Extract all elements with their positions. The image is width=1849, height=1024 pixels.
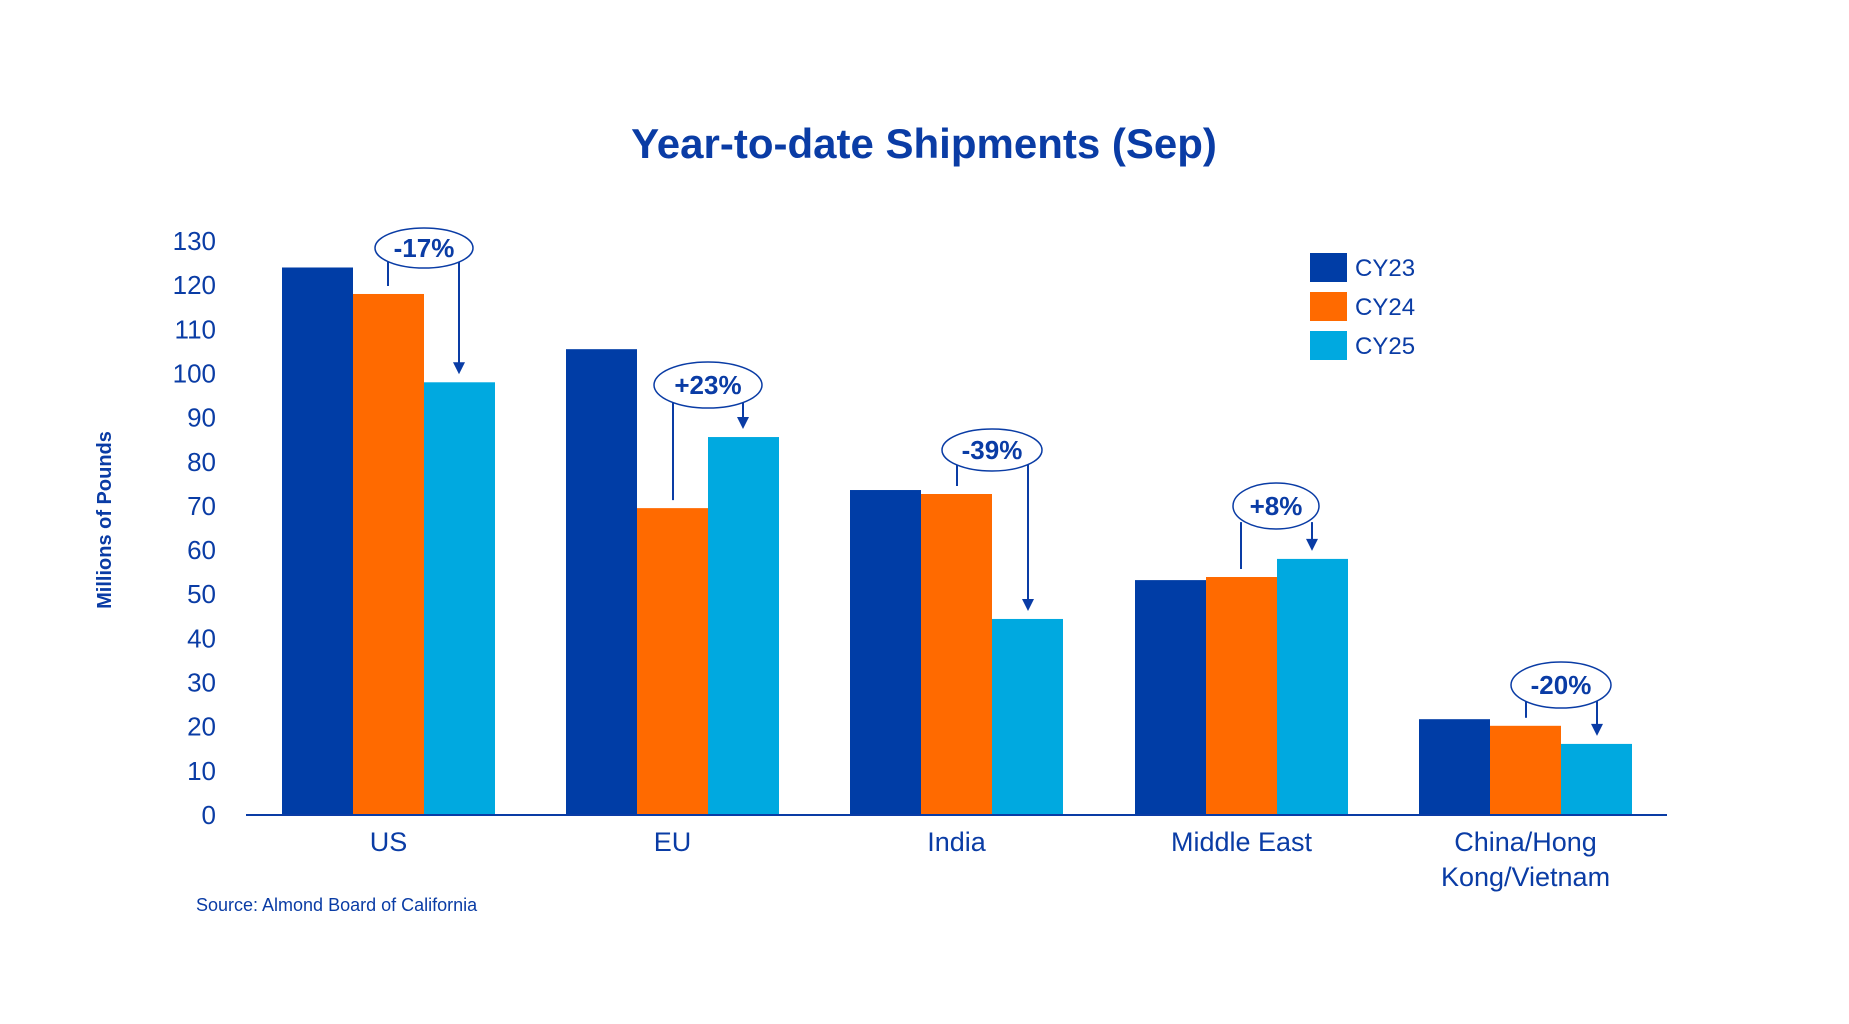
x-category-label: China/Hong: [1454, 827, 1597, 857]
legend-swatch: [1310, 331, 1347, 360]
y-tick-label: 40: [187, 623, 216, 653]
annotation-label: -39%: [962, 435, 1023, 465]
y-tick-label: 20: [187, 712, 216, 742]
bar-cy23-0: [282, 267, 353, 815]
y-tick-label: 0: [202, 800, 216, 830]
y-tick-label: 30: [187, 668, 216, 698]
x-axis-categories: US EU India Middle East China/Hong Kong/Vietn…: [370, 827, 1610, 892]
bar-cy25-2: [992, 618, 1063, 815]
legend-swatch: [1310, 253, 1347, 282]
y-tick-label: 50: [187, 579, 216, 609]
arrow-head-icon: [453, 362, 465, 375]
x-category-label: Kong/Vietnam: [1441, 862, 1610, 892]
annotation-ellipse: [1232, 482, 1320, 530]
annotation: +23%: [653, 361, 763, 501]
y-axis-ticks: 0 10 20 30 40 50 60 70 80 90 100 110 120 130: [173, 226, 216, 830]
y-tick-label: 80: [187, 447, 216, 477]
arrow-head-icon: [737, 417, 749, 430]
x-category-label: US: [370, 827, 408, 857]
bar-cy24-4: [1490, 725, 1561, 815]
bar-cy23-4: [1419, 719, 1490, 815]
annotation-ellipse: [941, 428, 1043, 472]
annotation-label: -17%: [394, 233, 455, 263]
y-axis-label: Millions of Pounds: [94, 431, 116, 609]
y-tick-label: 100: [173, 358, 216, 388]
y-tick-label: 110: [175, 314, 216, 344]
x-category-label: EU: [654, 827, 692, 857]
legend-label: CY24: [1355, 294, 1415, 321]
legend-label: CY25: [1355, 333, 1415, 360]
bar-cy25-1: [708, 437, 779, 815]
annotation-ellipse: [374, 227, 474, 269]
x-category-label: Middle East: [1171, 827, 1313, 857]
y-tick-label: 70: [187, 491, 216, 521]
arrow-head-icon: [1591, 723, 1603, 736]
annotation: -39%: [941, 428, 1043, 611]
change-annotations: -17% +23% -39% +8% -20%: [374, 227, 1612, 736]
annotation-ellipse: [1510, 661, 1612, 709]
annotation: +8%: [1232, 482, 1320, 570]
bar-cy23-3: [1135, 580, 1206, 815]
bar-cy25-4: [1561, 743, 1632, 815]
bar-cy25-0: [424, 382, 495, 815]
annotation-label: +8%: [1250, 491, 1303, 521]
annotation-label: -20%: [1531, 670, 1592, 700]
arrow-head-icon: [1022, 598, 1034, 611]
y-tick-label: 120: [173, 270, 216, 300]
bar-cy24-3: [1206, 577, 1277, 815]
bar-cy23-1: [566, 349, 637, 815]
source-note: Source: Almond Board of California: [196, 895, 478, 915]
annotation-ellipse: [653, 361, 763, 409]
legend-item-cy24: CY24: [1310, 292, 1415, 321]
legend: CY23 CY24 CY25: [1310, 253, 1415, 360]
arrow-head-icon: [1306, 538, 1318, 551]
y-tick-label: 60: [187, 535, 216, 565]
y-tick-label: 90: [187, 403, 216, 433]
legend-swatch: [1310, 292, 1347, 321]
annotation: -20%: [1510, 661, 1612, 736]
annotation-label: +23%: [674, 370, 741, 400]
bar-cy25-3: [1277, 558, 1348, 815]
bar-cy24-2: [921, 494, 992, 815]
legend-item-cy23: CY23: [1310, 253, 1415, 282]
bars: [282, 267, 1632, 815]
chart-title: Year-to-date Shipments (Sep): [631, 120, 1217, 167]
legend-item-cy25: CY25: [1310, 331, 1415, 360]
y-tick-label: 130: [173, 226, 216, 256]
bar-cy24-1: [637, 508, 708, 815]
legend-label: CY23: [1355, 255, 1415, 282]
y-tick-label: 10: [187, 756, 216, 786]
x-category-label: India: [927, 827, 987, 857]
bar-cy23-2: [850, 490, 921, 815]
bar-cy24-0: [353, 293, 424, 815]
annotation: -17%: [374, 227, 474, 375]
